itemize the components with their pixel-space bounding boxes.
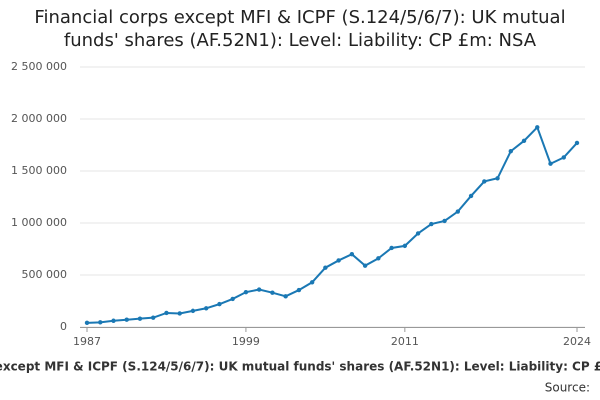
point (323, 265, 328, 270)
point (455, 209, 461, 214)
x-tick-label: 1999 (232, 335, 260, 348)
point (270, 290, 275, 295)
point (256, 287, 262, 292)
point (402, 243, 408, 249)
y-tick-label: 2 500 000 (11, 60, 67, 73)
point (190, 308, 196, 314)
point (442, 218, 447, 224)
point (98, 320, 103, 325)
x-tick-label: 2024 (563, 335, 591, 348)
point (336, 258, 341, 263)
point (482, 179, 487, 184)
point (177, 311, 182, 316)
x-tick-label: 1987 (73, 335, 101, 348)
point (508, 149, 513, 154)
point (283, 294, 288, 299)
point (151, 315, 156, 320)
point (561, 155, 566, 160)
point (376, 256, 381, 261)
y-tick-label: 1 000 000 (11, 216, 67, 229)
footer-title: Financial corps except MFI & ICPF (S.124… (0, 360, 600, 374)
point (415, 231, 421, 236)
point (84, 320, 90, 326)
point (548, 161, 553, 166)
point (124, 317, 129, 322)
point (230, 296, 235, 302)
y-tick-label: 500 000 (22, 268, 68, 281)
point (203, 306, 209, 311)
point (309, 280, 315, 285)
point (243, 289, 249, 295)
point (468, 193, 474, 199)
point (111, 318, 116, 323)
source-label: Source: (545, 381, 590, 395)
point (521, 138, 527, 144)
point (429, 221, 434, 227)
point (296, 287, 302, 293)
y-tick-label: 2 000 000 (11, 112, 67, 125)
point (495, 176, 500, 181)
point (137, 316, 143, 321)
point (217, 301, 222, 307)
point (535, 125, 540, 130)
y-tick-label: 1 500 000 (11, 164, 67, 177)
chart-title: Financial corps except MFI & ICPF (S.124… (34, 7, 566, 51)
point (362, 263, 368, 268)
point (574, 140, 580, 146)
point (389, 245, 394, 251)
point (349, 252, 355, 257)
point (164, 310, 169, 316)
y-tick-label: 0 (60, 320, 67, 333)
x-tick-label: 2011 (391, 335, 419, 348)
line (86, 125, 578, 324)
